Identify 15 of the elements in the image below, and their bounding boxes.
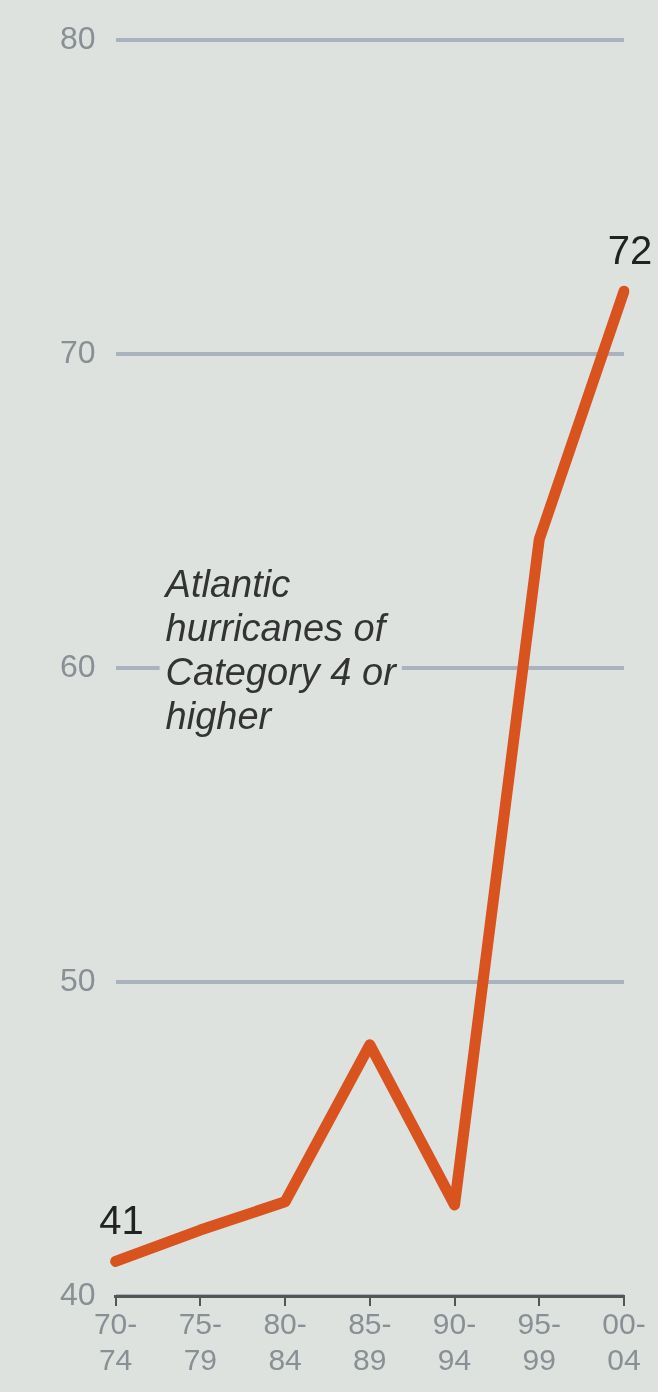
x-tick-label: 85-89 [348,1307,392,1377]
y-tick-label: 60 [60,647,96,684]
data-label: 41 [99,1198,144,1243]
x-tick-label: 90-94 [432,1307,477,1377]
y-tick-label: 50 [60,961,96,998]
y-tick-label: 40 [60,1275,96,1312]
x-tick-label: 70-74 [93,1307,138,1377]
x-tick-label: 80-84 [263,1307,307,1377]
annotation: Atlantic hurricanes of Category 4 or higher [163,563,398,738]
y-tick-label: 80 [60,19,96,56]
x-tick-label: 00-04 [602,1307,646,1377]
y-tick-label: 70 [60,333,96,370]
x-tick-label: 95-99 [517,1307,561,1377]
data-label: 72 [607,228,653,273]
x-tick-label: 75-79 [178,1307,223,1377]
